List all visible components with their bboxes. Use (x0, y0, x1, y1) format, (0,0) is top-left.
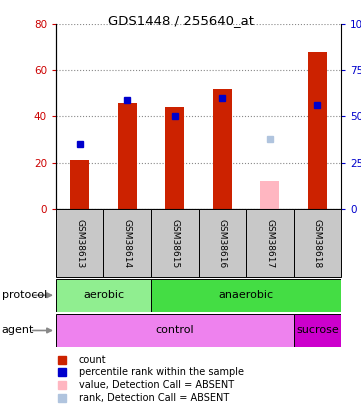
Bar (104, 209, 151, 277)
Text: GSM38618: GSM38618 (313, 219, 322, 268)
Bar (56, 314, 293, 347)
Text: GSM38613: GSM38613 (75, 219, 84, 268)
Text: value, Detection Call = ABSENT: value, Detection Call = ABSENT (79, 380, 234, 390)
Text: agent: agent (2, 326, 34, 335)
Bar (213, 89, 232, 209)
Bar (165, 107, 184, 209)
Bar (293, 209, 341, 277)
Text: GSM38614: GSM38614 (123, 219, 132, 268)
Text: sucrose: sucrose (296, 326, 339, 335)
Text: protocol: protocol (2, 290, 47, 300)
Text: GDS1448 / 255640_at: GDS1448 / 255640_at (108, 14, 253, 27)
Bar (293, 314, 341, 347)
Text: rank, Detection Call = ABSENT: rank, Detection Call = ABSENT (79, 393, 229, 403)
Bar (246, 209, 293, 277)
Bar (308, 52, 327, 209)
Text: count: count (79, 355, 106, 365)
Text: anaerobic: anaerobic (218, 290, 274, 300)
Text: control: control (156, 326, 194, 335)
Text: GSM38615: GSM38615 (170, 219, 179, 268)
Bar (56, 209, 104, 277)
Text: percentile rank within the sample: percentile rank within the sample (79, 367, 244, 377)
Text: GSM38617: GSM38617 (265, 219, 274, 268)
Bar (199, 209, 246, 277)
Bar (151, 279, 341, 312)
Bar (118, 102, 137, 209)
Text: GSM38616: GSM38616 (218, 219, 227, 268)
Bar (260, 181, 279, 209)
Bar (56, 279, 151, 312)
Bar (151, 209, 199, 277)
Bar (70, 160, 89, 209)
Text: aerobic: aerobic (83, 290, 124, 300)
